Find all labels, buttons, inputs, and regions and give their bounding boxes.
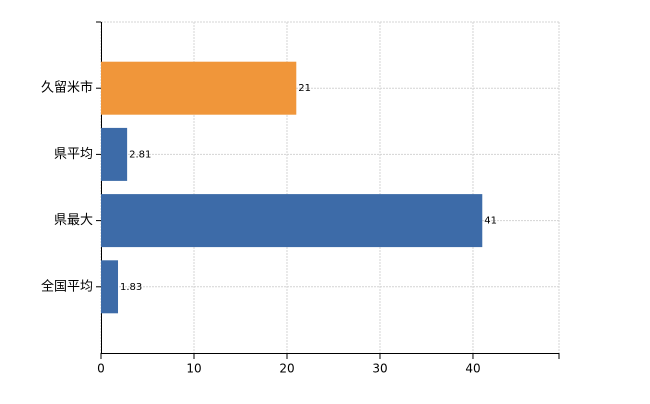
x-tick-label: 30	[372, 362, 387, 376]
value-label: 21	[298, 83, 311, 94]
value-label: 1.83	[120, 282, 142, 293]
x-tick-label: 40	[465, 362, 480, 376]
y-tick-label: 久留米市	[41, 80, 93, 96]
y-tick-label: 全国平均	[41, 278, 93, 294]
y-tick-label: 県最大	[54, 213, 93, 228]
y-tick-label: 県平均	[54, 147, 93, 162]
bar	[101, 194, 483, 248]
bar	[101, 127, 128, 181]
value-label: 2.81	[129, 149, 151, 160]
bar	[101, 61, 297, 115]
x-tick-label: 10	[186, 362, 201, 376]
x-tick-label: 0	[97, 362, 105, 376]
bar	[101, 260, 119, 314]
x-tick-label: 20	[279, 362, 294, 376]
value-label: 41	[484, 216, 497, 227]
